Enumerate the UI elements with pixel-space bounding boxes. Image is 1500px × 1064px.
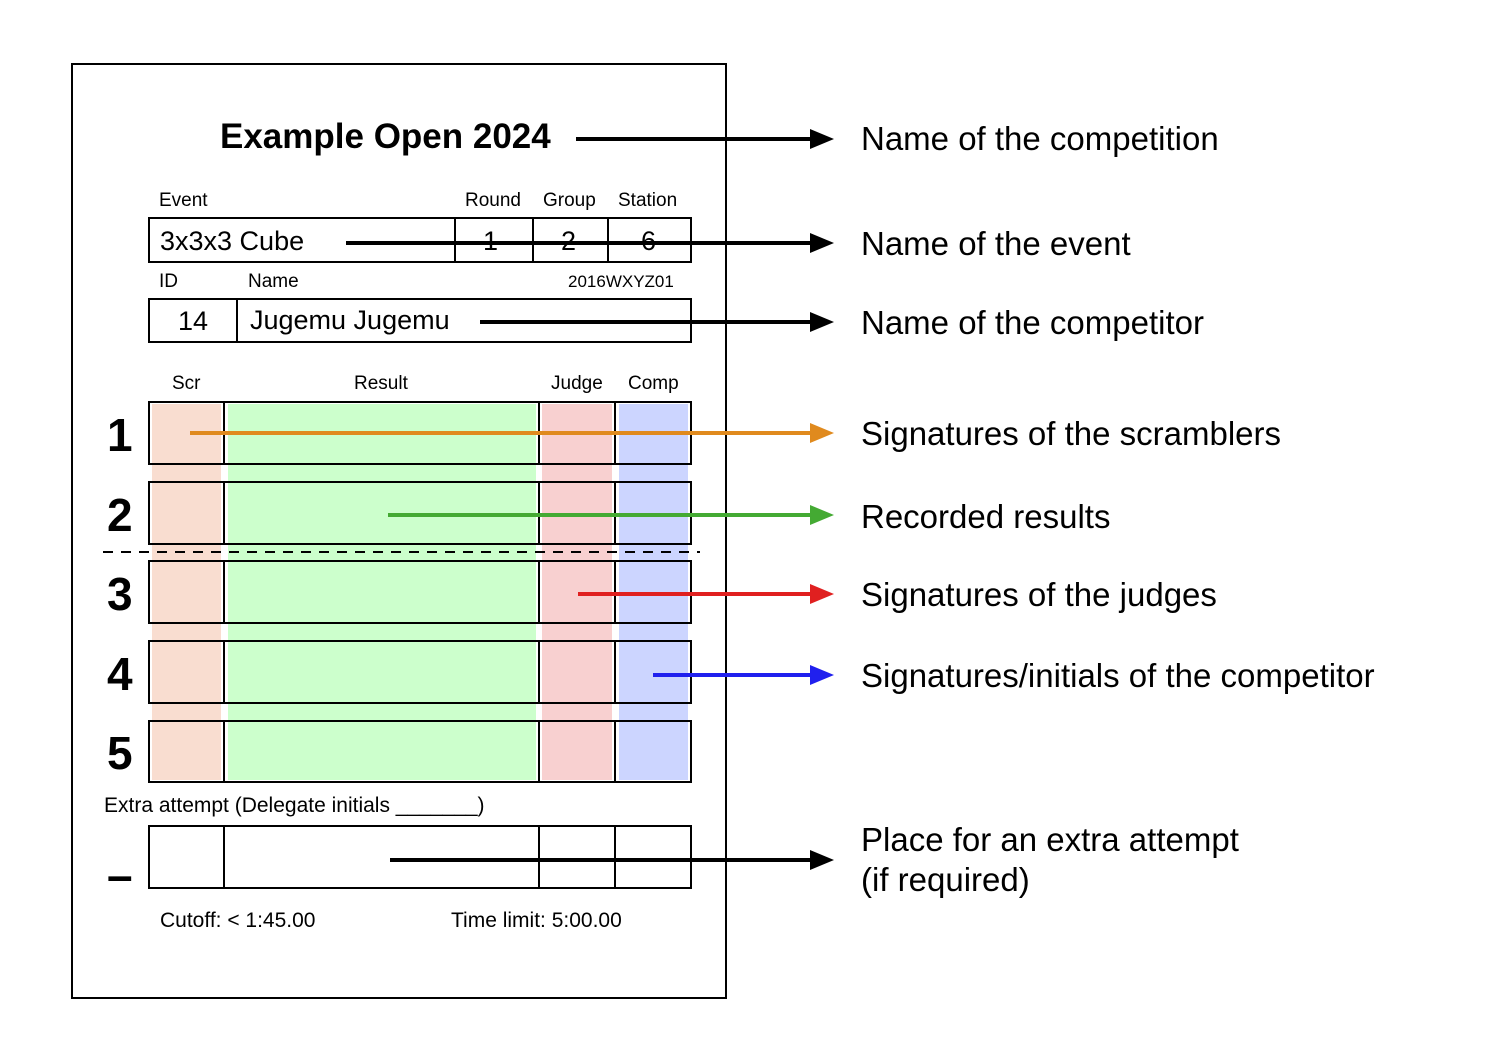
cutoff-text: Cutoff: < 1:45.00 (160, 909, 316, 932)
arrow-extra-attempt-head (810, 850, 834, 870)
time-limit-text: Time limit: 5:00.00 (451, 909, 622, 932)
attempt-number: 1 (107, 409, 133, 461)
extra-attempt-mark: – (107, 849, 133, 901)
arrow-competition-head (810, 129, 834, 149)
divider (532, 217, 534, 263)
divider (607, 217, 609, 263)
callout-results: Recorded results (861, 498, 1111, 535)
col-scr-label: Scr (172, 373, 201, 394)
callout-extra-line1: Place for an extra attempt (861, 821, 1239, 858)
wca-id: 2016WXYZ01 (568, 272, 674, 291)
divider (538, 560, 540, 624)
divider (236, 298, 238, 343)
callout-competitor: Name of the competitor (861, 304, 1204, 341)
station-label: Station (618, 190, 678, 211)
divider (538, 640, 540, 704)
callout-event: Name of the event (861, 225, 1131, 262)
divider (538, 825, 540, 889)
divider (223, 481, 225, 545)
callout-extra-line2: (if required) (861, 861, 1030, 898)
col-result-label: Result (354, 373, 408, 394)
attempt-number: 2 (107, 489, 133, 541)
divider (223, 825, 225, 889)
arrow-competitor-head (810, 312, 834, 332)
arrow-competitor-sign-head (810, 665, 834, 685)
event-label: Event (159, 190, 208, 211)
attempt-row (148, 720, 692, 783)
arrow-results-head (810, 505, 834, 525)
callout-competitor-sign: Signatures/initials of the competitor (861, 657, 1375, 694)
divider (223, 720, 225, 783)
attempt-number: 3 (107, 568, 133, 620)
divider (454, 217, 456, 263)
callout-judges: Signatures of the judges (861, 576, 1217, 613)
name-label: Name (248, 271, 299, 292)
event-name: 3x3x3 Cube (160, 226, 305, 256)
id-label: ID (159, 271, 178, 292)
competitor-name: Jugemu Jugemu (250, 305, 450, 335)
attempt-row (148, 640, 692, 704)
competition-title: Example Open 2024 (220, 117, 551, 156)
extra-attempt-label: Extra attempt (Delegate initials _______… (104, 794, 485, 817)
callout-scramblers: Signatures of the scramblers (861, 415, 1282, 452)
competitor-id: 14 (178, 306, 209, 336)
round-label: Round (465, 190, 521, 211)
arrow-scramblers-head (810, 423, 834, 443)
arrow-judges-head (810, 584, 834, 604)
divider (614, 640, 616, 704)
scorecard-sheet (71, 63, 727, 999)
event-box (148, 217, 692, 263)
divider (614, 720, 616, 783)
callout-competition: Name of the competition (861, 120, 1219, 157)
extra-attempt-row (148, 825, 692, 889)
attempt-number: 5 (107, 727, 133, 779)
col-comp-label: Comp (628, 373, 679, 394)
arrow-event-head (810, 233, 834, 253)
attempt-number: 4 (107, 648, 133, 700)
scrambler-column-fill (152, 404, 221, 780)
divider (223, 560, 225, 624)
col-judge-label: Judge (551, 373, 603, 394)
result-column-fill (228, 404, 536, 780)
group-label: Group (543, 190, 596, 211)
divider (223, 640, 225, 704)
divider (538, 720, 540, 783)
divider (614, 825, 616, 889)
